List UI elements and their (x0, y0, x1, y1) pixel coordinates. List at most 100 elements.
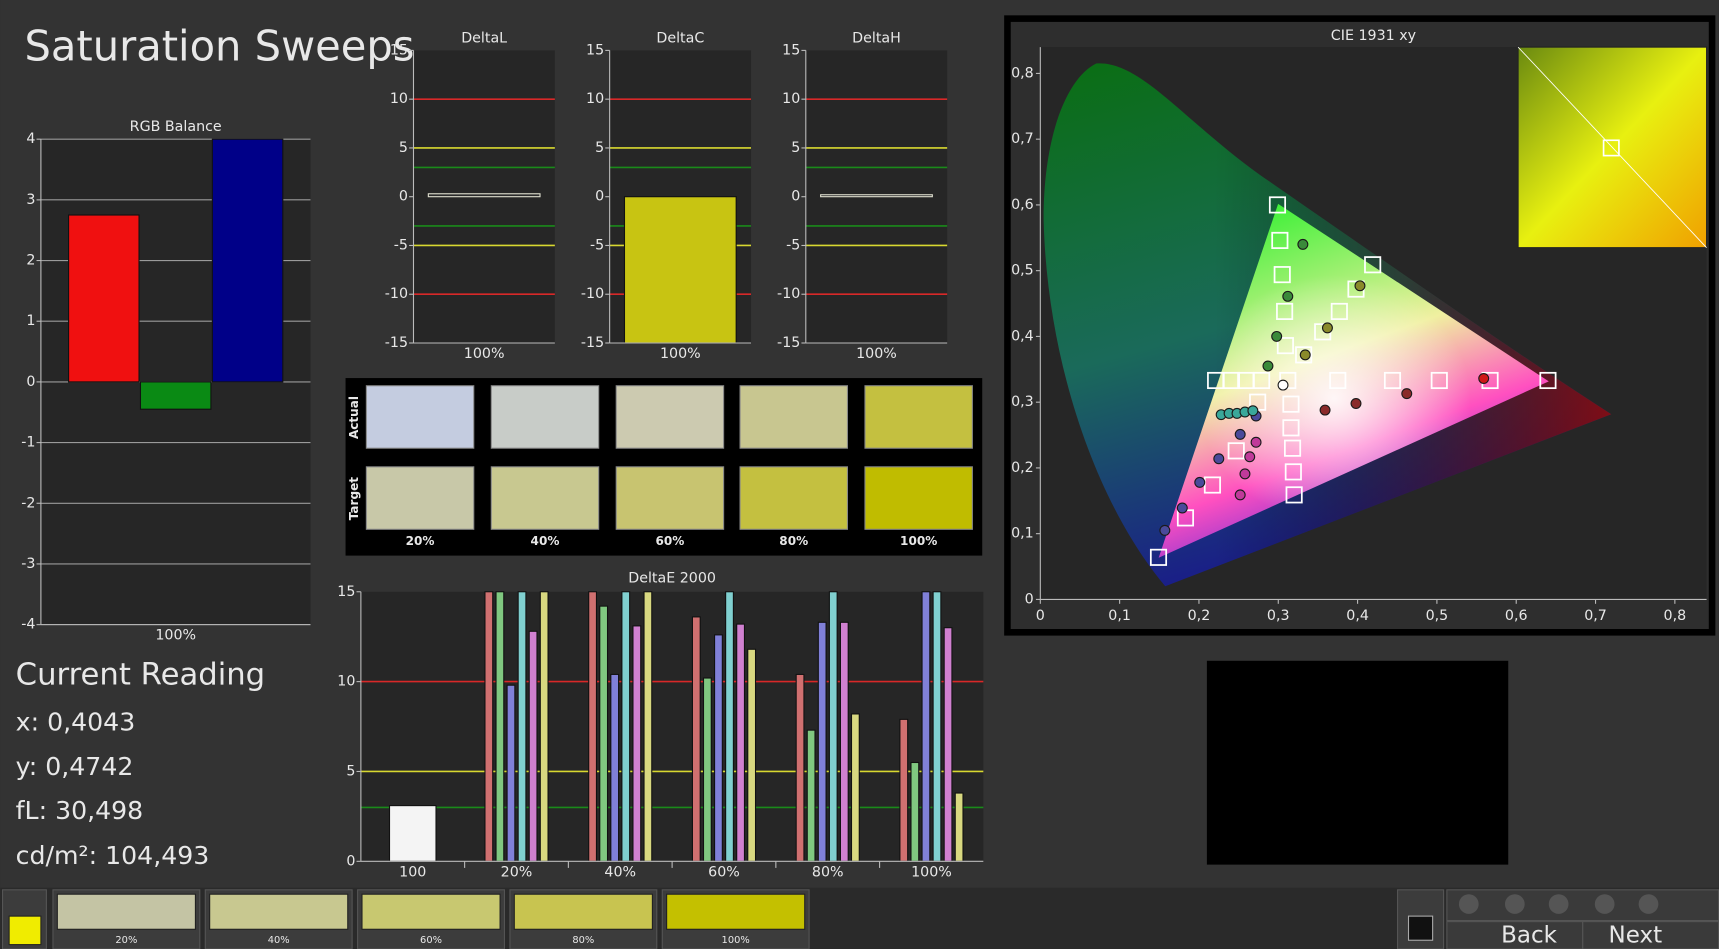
target-marker (1253, 371, 1271, 390)
y-tick-label: 15 (586, 42, 604, 58)
y-tick-label: 0,6 (1011, 197, 1034, 213)
control-icon[interactable] (1548, 894, 1569, 914)
bar (643, 591, 653, 862)
y-tick-label: 0 (346, 853, 355, 869)
measured-marker (1194, 476, 1206, 488)
target-marker (1295, 346, 1313, 364)
x-tick-label: 40% (604, 864, 636, 880)
y-tick-label: -2 (21, 495, 35, 511)
target-marker (1222, 371, 1241, 390)
row-label: Actual (347, 396, 361, 439)
y-tick-label: 0,5 (1011, 263, 1034, 279)
x-tick-label: 0,8 (1664, 608, 1687, 624)
target-marker (1383, 371, 1402, 390)
measured-marker (1159, 524, 1171, 536)
bar (610, 673, 620, 862)
y-tick-label: 0 (1025, 591, 1034, 607)
x-tick-label: 0,5 (1426, 608, 1449, 624)
y-tick-label: 3 (26, 192, 35, 208)
x-tick-label: 100% (660, 346, 701, 362)
bar (943, 627, 953, 862)
target-marker (1284, 463, 1302, 481)
target-marker (1285, 486, 1303, 504)
chart-title: CIE 1931 xy (1331, 28, 1416, 44)
bar (820, 194, 933, 198)
bar (747, 648, 757, 862)
x-tick-label: 100% (464, 346, 505, 362)
x-tick-label: 20% (501, 864, 533, 880)
bar (806, 729, 816, 862)
measured-marker (1282, 290, 1294, 302)
y-tick-label: 2 (26, 253, 35, 269)
y-tick-label: -5 (786, 237, 800, 253)
y-tick-label: 0,2 (1011, 460, 1034, 476)
target-marker (1364, 256, 1382, 274)
reading-title: Current Reading (16, 658, 265, 693)
y-tick-label: -5 (394, 237, 408, 253)
measured-marker (1234, 489, 1246, 501)
target-patch (864, 466, 973, 530)
measured-marker (1350, 398, 1362, 409)
patch-swatch (666, 893, 806, 930)
bar (621, 591, 631, 862)
control-icon[interactable] (1504, 894, 1525, 914)
target-patch (615, 466, 725, 530)
x-tick-label: 0 (1036, 608, 1045, 624)
patch-button-label: 60% (420, 935, 442, 946)
y-tick-label: -10 (385, 286, 408, 302)
x-tick-label: 0,1 (1108, 608, 1131, 624)
reading-line: cd/m²: 104,493 (16, 841, 210, 870)
bar (211, 138, 284, 383)
y-tick-label: 15 (782, 42, 800, 58)
y-tick-label: 0,8 (1011, 65, 1034, 81)
target-marker (1276, 302, 1294, 320)
y-tick-label: 10 (782, 91, 800, 107)
y-tick-label: 0 (399, 189, 408, 205)
inset-edge (1517, 46, 1707, 248)
x-tick-label: 0,2 (1188, 608, 1211, 624)
bar (506, 684, 516, 862)
patch-swatch (361, 893, 501, 930)
y-tick-label: 1 (26, 313, 35, 329)
y-tick-label: -15 (385, 335, 408, 351)
measured-marker (1271, 330, 1283, 342)
target-marker (1273, 266, 1291, 284)
measured-marker (1262, 360, 1274, 372)
chart-title: RGB Balance (130, 119, 222, 135)
bar (632, 625, 642, 862)
gamut-white (1158, 203, 1549, 558)
control-icon[interactable] (1594, 894, 1615, 914)
patch-label: 80% (779, 534, 808, 548)
x-tick-label: 100% (856, 346, 897, 362)
control-icon[interactable] (1458, 894, 1479, 914)
bar (850, 713, 860, 862)
target-marker (1282, 395, 1300, 413)
target-marker (1268, 196, 1287, 214)
back-label[interactable]: Back (1501, 922, 1558, 948)
patch-label: 100% (900, 534, 937, 548)
y-tick-label: 10 (390, 91, 408, 107)
bar (588, 591, 597, 862)
y-tick-label: -1 (21, 435, 35, 451)
target-marker (1539, 371, 1557, 390)
bar (910, 761, 920, 862)
y-tick-label: 0,1 (1011, 526, 1034, 542)
control-strip (1446, 889, 1719, 922)
measured-marker (1321, 322, 1333, 334)
patch-button-label: 40% (268, 935, 290, 946)
bar (599, 605, 609, 862)
x-tick-label: 60% (708, 864, 740, 880)
reading-line: x: 0,4043 (16, 707, 136, 736)
bar (691, 616, 701, 862)
bar (528, 630, 538, 862)
y-tick-label: 5 (346, 763, 355, 779)
next-label[interactable]: Next (1609, 922, 1663, 948)
actual-patch (490, 385, 600, 449)
chart-title: DeltaC (656, 30, 704, 46)
target-patch (490, 466, 600, 530)
inset-marker (1602, 139, 1620, 157)
control-icon[interactable] (1638, 894, 1659, 914)
chart-title: DeltaH (852, 30, 901, 46)
measured-marker (1319, 404, 1331, 416)
measured-marker (1250, 436, 1262, 448)
